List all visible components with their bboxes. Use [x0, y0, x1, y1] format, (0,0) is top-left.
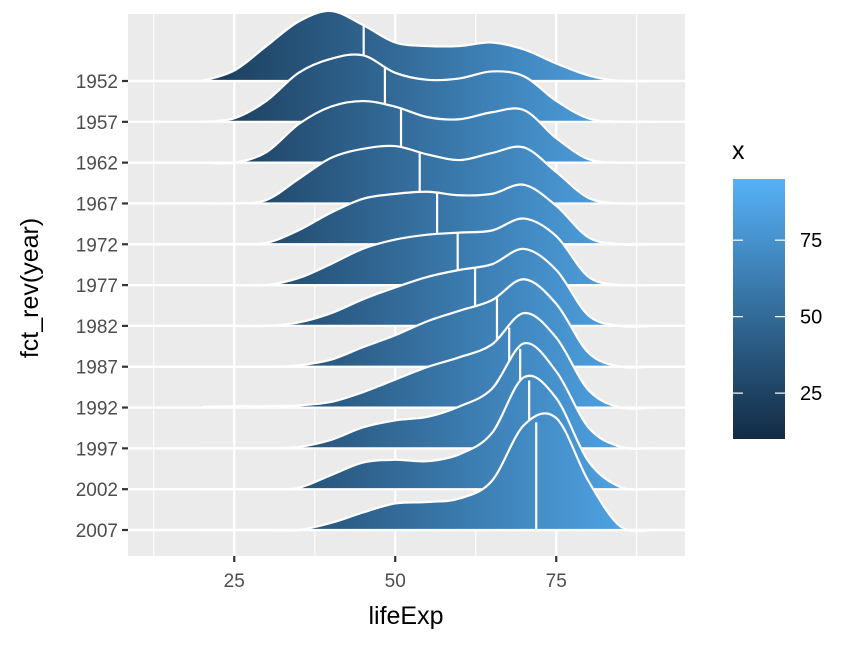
- y-tick-label: 2002: [76, 480, 118, 501]
- y-tick-label: 1997: [76, 439, 118, 460]
- legend-tick-label: 75: [800, 230, 822, 252]
- x-tick-label: 50: [385, 571, 406, 592]
- y-tick-label: 1952: [76, 72, 118, 93]
- legend-title: x: [732, 137, 745, 165]
- y-tick-label: 1957: [76, 113, 118, 134]
- y-tick-label: 1977: [76, 276, 118, 297]
- y-tick-label: 1962: [76, 154, 118, 175]
- y-tick-label: 1982: [76, 317, 118, 338]
- legend-colorbar: [733, 179, 785, 439]
- x-tick-label: 75: [546, 571, 567, 592]
- x-axis-title: lifeExp: [368, 602, 443, 630]
- x-tick-label: 25: [224, 571, 245, 592]
- y-tick-label: 1972: [76, 235, 118, 256]
- y-tick-label: 1992: [76, 399, 118, 420]
- y-tick-label: 1987: [76, 358, 118, 379]
- legend-tick-label: 50: [800, 307, 822, 329]
- y-tick-label: 2007: [76, 521, 118, 542]
- y-axis-title: fct_rev(year): [16, 218, 44, 358]
- legend-tick-label: 25: [800, 383, 822, 405]
- y-tick-label: 1967: [76, 194, 118, 215]
